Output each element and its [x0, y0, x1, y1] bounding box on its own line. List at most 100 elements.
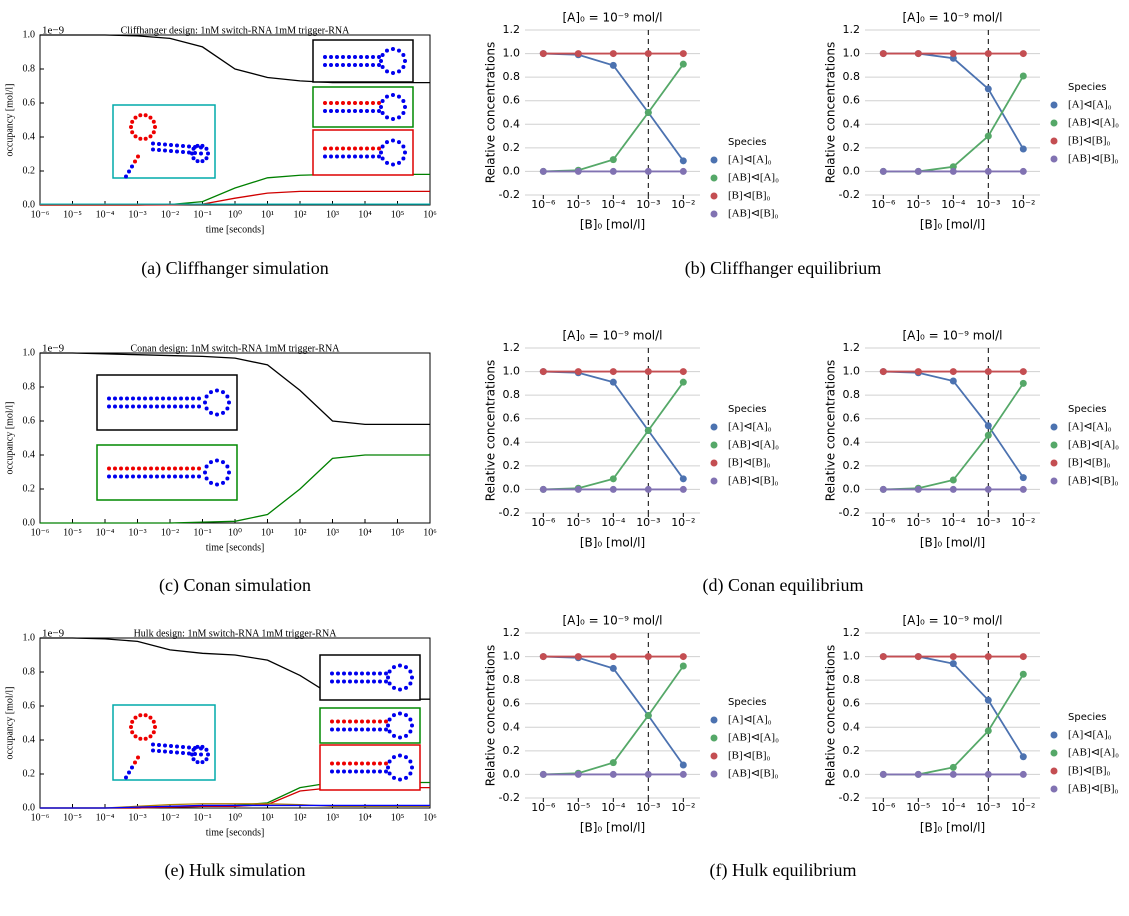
- x-tick-label: 10⁻⁴: [601, 198, 626, 211]
- base-dot: [209, 410, 214, 415]
- base-dot: [138, 136, 143, 141]
- point: [1019, 72, 1027, 80]
- x-axis-label: [B]₀ [mol/l]: [580, 218, 645, 232]
- x-tick-label: 10⁻³: [128, 527, 146, 538]
- base-dot: [392, 775, 397, 780]
- base-dot: [113, 466, 117, 471]
- legend-swatch: [710, 192, 718, 200]
- base-dot: [329, 63, 333, 67]
- base-dot: [107, 466, 111, 471]
- base-dot: [403, 105, 407, 109]
- base-dot: [390, 47, 395, 52]
- base-dot: [167, 474, 171, 479]
- legend-label: [AB]⊲[A]₀: [1068, 747, 1119, 759]
- base-dot: [385, 160, 390, 165]
- y-tick-label: 0.4: [23, 449, 36, 460]
- base-dot: [390, 138, 395, 143]
- y-tick-label: 0.2: [843, 141, 861, 154]
- base-dot: [398, 777, 403, 782]
- base-dot: [365, 146, 369, 151]
- legend-label: [B]⊲[B]₀: [728, 457, 771, 469]
- base-dot: [197, 474, 201, 479]
- point: [984, 696, 992, 704]
- base-dot: [384, 679, 388, 684]
- base-dot: [360, 679, 364, 684]
- base-dot: [119, 396, 123, 401]
- base-dot: [359, 146, 363, 151]
- x-tick-label: 10⁵: [391, 812, 405, 823]
- base-dot: [155, 396, 159, 401]
- base-dot: [175, 744, 179, 749]
- x-tick-label: 10⁻²: [671, 801, 695, 814]
- legend-label: [AB]⊲[B]₀: [1068, 783, 1118, 795]
- point: [644, 712, 652, 719]
- base-dot: [353, 63, 357, 67]
- legend-title: Species: [728, 137, 767, 148]
- point: [984, 167, 992, 175]
- base-dot: [187, 745, 191, 750]
- point: [609, 770, 617, 778]
- base-dot: [206, 752, 210, 757]
- base-dot: [199, 151, 203, 156]
- base-dot: [366, 671, 370, 676]
- base-dot: [354, 769, 358, 774]
- x-tick-label: 10⁻²: [671, 198, 695, 211]
- base-dot: [107, 404, 111, 409]
- y-axis-label: occupancy [mol/l]: [4, 83, 15, 156]
- base-dot: [157, 749, 161, 753]
- base-dot: [208, 390, 213, 395]
- base-dot: [151, 130, 156, 135]
- legend-label: [AB]⊲[A]₀: [1068, 439, 1119, 451]
- x-tick-label: 10⁻⁶: [531, 516, 556, 529]
- base-dot: [341, 101, 345, 105]
- base-dot: [387, 717, 392, 722]
- x-tick-label: 10³: [326, 527, 339, 538]
- y-tick-label: 0.0: [503, 767, 521, 780]
- x-tick-label: 10⁻²: [161, 209, 179, 220]
- base-dot: [391, 755, 396, 760]
- base-dot: [396, 140, 401, 145]
- base-dot: [353, 154, 357, 159]
- base-dot: [131, 404, 135, 409]
- base-dot: [347, 101, 351, 105]
- x-tick-label: 10⁻³: [636, 516, 660, 529]
- base-dot: [151, 119, 156, 124]
- x-tick-label: 10¹: [261, 812, 274, 823]
- base-dot: [221, 480, 226, 485]
- base-dot: [342, 671, 346, 676]
- base-dot: [195, 760, 200, 765]
- point: [949, 660, 957, 668]
- x-tick-label: 10⁻⁵: [906, 198, 930, 211]
- point: [539, 770, 547, 778]
- base-dot: [225, 394, 230, 399]
- base-dot: [384, 761, 388, 766]
- base-dot: [148, 734, 153, 739]
- base-dot: [330, 719, 334, 724]
- y-tick-label: -0.2: [499, 188, 520, 201]
- base-dot: [380, 144, 385, 149]
- y-tick-label: 1.2: [503, 23, 521, 36]
- base-dot: [366, 679, 370, 684]
- x-tick-label: 10⁻⁶: [531, 801, 556, 814]
- base-dot: [341, 63, 345, 67]
- y-tick-label: 0.0: [843, 767, 861, 780]
- base-dot: [163, 749, 167, 754]
- legend-label: [A]⊲[A]₀: [728, 154, 772, 166]
- base-dot: [408, 669, 413, 674]
- point: [539, 368, 547, 376]
- base-dot: [378, 671, 382, 676]
- y-axis-label: Relative concentrations: [824, 42, 838, 184]
- base-dot: [148, 115, 153, 120]
- base-dot: [195, 744, 200, 749]
- point: [644, 50, 652, 58]
- y-tick-label: 1.0: [503, 365, 521, 378]
- y-tick-label: 0.4: [503, 117, 521, 130]
- base-dot: [204, 146, 209, 151]
- y-tick-label: 1.2: [843, 341, 861, 354]
- base-dot: [385, 69, 390, 74]
- point: [949, 770, 957, 778]
- x-tick-label: 10⁻²: [161, 527, 179, 538]
- base-dot: [354, 719, 358, 724]
- base-dot: [398, 735, 403, 740]
- base-dot: [157, 142, 161, 146]
